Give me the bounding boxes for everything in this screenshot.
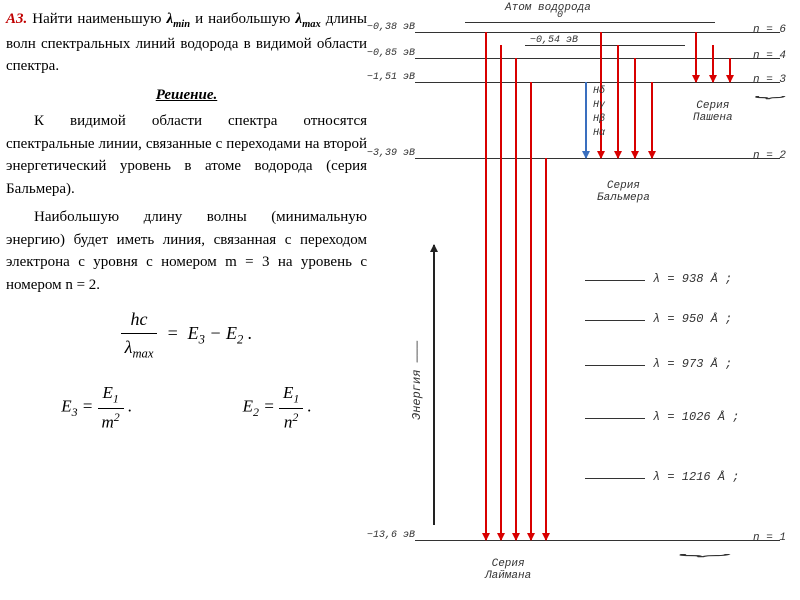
level-energy-label: −3,39 эВ xyxy=(367,148,415,159)
wavelength-tick xyxy=(585,365,645,366)
solution-heading: Решение. xyxy=(6,84,367,107)
level-n-label: n = 4 xyxy=(753,50,786,62)
wavelength-label: λ = 950 Å ; xyxy=(653,312,732,326)
problem-label: А3. xyxy=(6,11,27,27)
energy-level xyxy=(415,32,780,33)
h-series-label: Hγ xyxy=(593,100,605,111)
wavelength-tick xyxy=(585,418,645,419)
paragraph-1: К видимой области спектра относятся спек… xyxy=(6,110,367,200)
wavelength-label: λ = 1216 Å ; xyxy=(653,470,739,484)
text-column: А3. Найти наименьшую λmin и наибольшую λ… xyxy=(0,0,375,600)
transition-arrow xyxy=(485,32,487,540)
h-series-label: Hβ xyxy=(593,114,605,125)
transition-arrow xyxy=(634,58,636,158)
energy-axis-arrow xyxy=(433,245,435,525)
level-energy-label: 0 xyxy=(557,10,563,21)
transition-arrow xyxy=(695,32,697,82)
series-label: СерияЛаймана xyxy=(485,558,531,582)
wavelength-tick xyxy=(585,320,645,321)
transition-arrow xyxy=(712,45,714,82)
transition-arrow xyxy=(585,82,587,158)
energy-axis-label: Энергия ——— xyxy=(410,341,424,420)
formula-e3: E3 = E1 m2 . xyxy=(61,380,132,435)
wavelength-tick xyxy=(585,478,645,479)
wavelength-label: λ = 973 Å ; xyxy=(653,357,732,371)
level-energy-label: −0,85 эВ xyxy=(367,48,415,59)
energy-level xyxy=(415,540,780,541)
level-energy-label: −0,38 эВ xyxy=(367,22,415,33)
energy-level xyxy=(465,22,715,23)
level-energy-label: −1,51 эВ xyxy=(367,72,415,83)
series-label: СерияБальмера xyxy=(597,180,650,204)
transition-arrow xyxy=(729,58,731,82)
level-energy-label: −13,6 эВ xyxy=(367,530,415,541)
energy-level xyxy=(415,58,780,59)
energy-level-diagram: Атом водорода Энергия ——— n = 6n = 4n = … xyxy=(375,0,800,600)
h-series-label: Hα xyxy=(593,128,605,139)
level-energy-label: −0,54 эВ xyxy=(530,35,578,46)
series-label: СерияПашена xyxy=(693,100,733,124)
lambda-max: λmax xyxy=(295,11,320,27)
series-brace: ⏟ xyxy=(691,84,800,100)
diagram-title: Атом водорода xyxy=(505,2,591,14)
paragraph-2: Наибольшую длину волны (минимальную энер… xyxy=(6,206,367,296)
transition-arrow xyxy=(651,82,653,158)
formula-row: E3 = E1 m2 . E2 = E1 n2 . xyxy=(6,380,367,435)
series-brace: ⏟ xyxy=(479,542,800,558)
wavelength-label: λ = 1026 Å ; xyxy=(653,410,739,424)
wavelength-label: λ = 938 Å ; xyxy=(653,272,732,286)
h-series-label: Hδ xyxy=(593,86,605,97)
lambda-min: λmin xyxy=(166,11,190,27)
formula-e2: E2 = E1 n2 . xyxy=(243,380,312,435)
problem-statement: А3. Найти наименьшую λmin и наибольшую λ… xyxy=(6,8,367,78)
formula-main: hc λmax = E3 − E2 . xyxy=(6,306,367,363)
level-n-label: n = 6 xyxy=(753,24,786,36)
wavelength-tick xyxy=(585,280,645,281)
transition-arrow xyxy=(617,45,619,158)
series-brace: ⏟ xyxy=(581,160,800,176)
transition-arrow xyxy=(545,158,547,540)
transition-arrow xyxy=(515,58,517,540)
transition-arrow xyxy=(530,82,532,540)
transition-arrow xyxy=(500,45,502,540)
